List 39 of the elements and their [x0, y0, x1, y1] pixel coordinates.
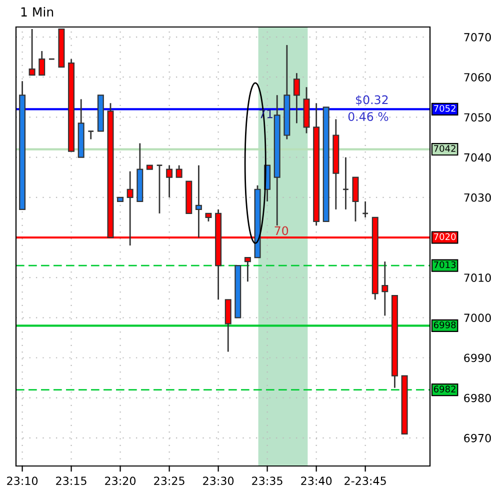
x-tick-label: 23:10 [7, 476, 38, 486]
y-tick-label: 6990 [464, 354, 491, 362]
candlestick [195, 164, 202, 238]
candlestick [87, 130, 94, 140]
candlestick [156, 164, 163, 214]
ref-line-label: 7020 [434, 233, 456, 240]
ref-line-label: 6982 [434, 386, 456, 392]
ref-line-label: 7052 [434, 104, 456, 112]
x-tick-label: 23:15 [56, 476, 86, 486]
x-tick-label: 23:20 [105, 476, 136, 486]
y-tick-label: 7070 [464, 33, 491, 42]
candlestick [28, 28, 36, 76]
y-tick-label: 7010 [464, 274, 491, 282]
candlestick [244, 256, 251, 282]
candlestick [342, 156, 350, 210]
y-tick-label: 7030 [464, 193, 491, 202]
y-tick-label: 7060 [464, 73, 491, 82]
candlestick [382, 260, 388, 316]
y-tick-label: 7050 [464, 113, 491, 122]
y-tick-label: 6970 [464, 434, 491, 442]
candlestick [293, 72, 300, 124]
x-tick-label: 2-23:45 [344, 476, 386, 486]
annotation: $0.32 0.46 % [348, 95, 388, 122]
x-tick-label: 23:35 [252, 476, 282, 486]
ref-line-label: 7013 [434, 261, 456, 268]
y-tick-label: 7000 [464, 314, 491, 322]
x-tick-label: 23:40 [301, 476, 332, 486]
annotation: 70 [274, 226, 288, 236]
candlestick [38, 50, 46, 76]
chart-title: 1 Min [21, 6, 54, 16]
candlestick [176, 164, 182, 178]
y-tick-label: 7040 [464, 153, 491, 162]
candlestick [362, 200, 369, 218]
ref-line-label: 6998 [434, 321, 456, 328]
x-tick-label: 23:30 [203, 476, 234, 486]
ref-line-label: 7042 [434, 145, 456, 152]
y-tick-label: 6980 [464, 394, 491, 402]
candlestick [166, 164, 173, 198]
x-tick-label: 23:25 [154, 476, 184, 486]
